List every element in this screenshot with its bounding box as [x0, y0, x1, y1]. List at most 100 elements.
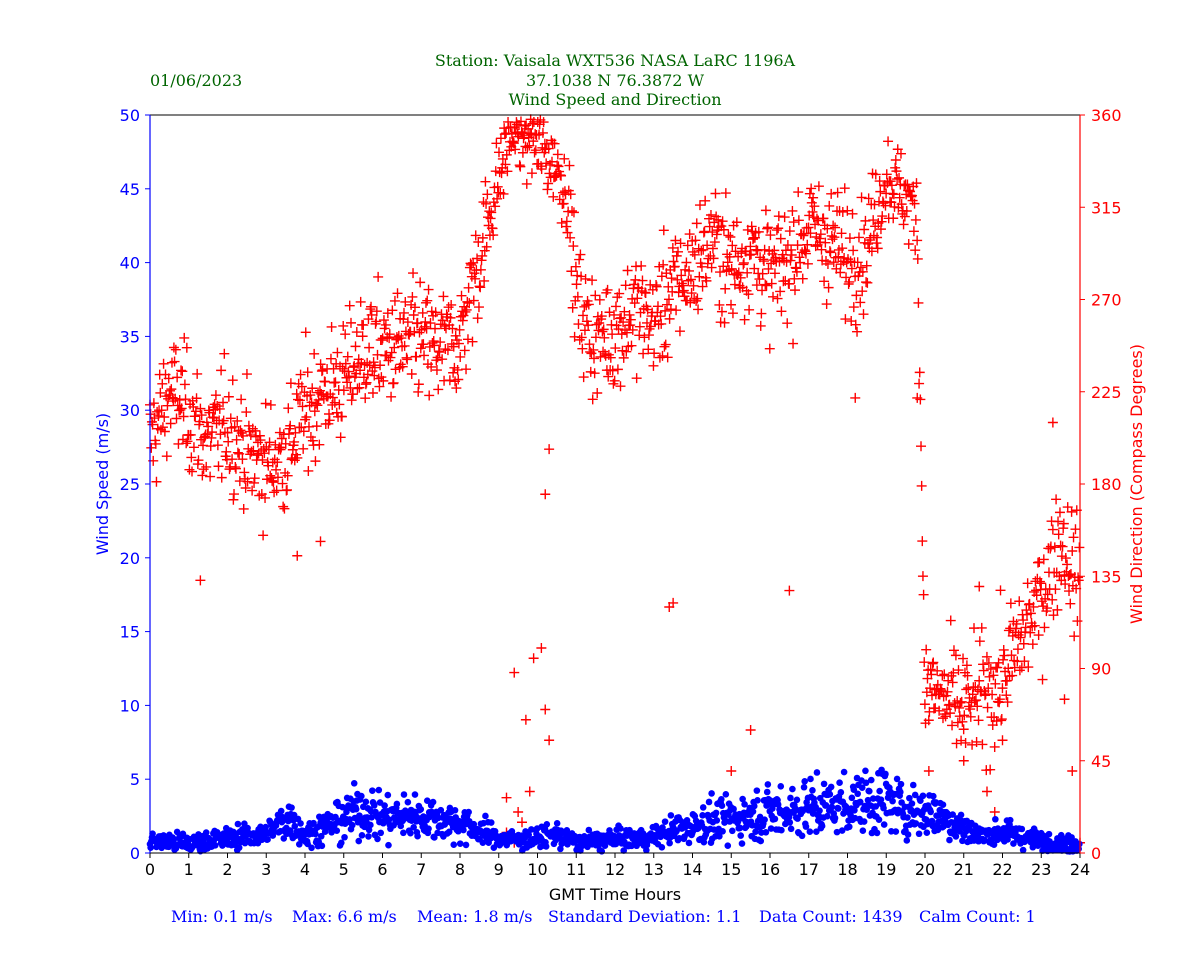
direction-point [427, 338, 438, 349]
direction-point [953, 665, 964, 676]
direction-point [285, 420, 296, 431]
direction-point [559, 153, 570, 164]
direction-point [340, 358, 351, 369]
direction-point [170, 344, 181, 355]
direction-point [1047, 417, 1058, 428]
left-tick-label: 45 [120, 180, 140, 199]
speed-point [850, 786, 858, 793]
direction-point [866, 246, 877, 257]
direction-point [229, 489, 240, 500]
direction-point [389, 342, 400, 353]
direction-point [615, 381, 626, 392]
x-tick-label: 2 [222, 860, 232, 879]
direction-point [689, 249, 700, 260]
direction-point [310, 456, 321, 467]
direction-point [197, 470, 208, 481]
direction-point [568, 207, 579, 218]
direction-point [813, 181, 824, 192]
direction-point [682, 240, 693, 251]
direction-point [952, 717, 963, 728]
direction-point [280, 467, 291, 478]
direction-point [301, 412, 312, 422]
x-tick-label: 10 [527, 860, 547, 879]
direction-point [430, 323, 441, 334]
direction-point [837, 243, 848, 254]
direction-point [632, 293, 643, 304]
direction-point [743, 289, 754, 300]
chart-title: Wind Speed and Direction [508, 90, 721, 109]
speed-point [712, 809, 720, 817]
speed-point [837, 788, 845, 796]
direction-point [525, 128, 536, 139]
direction-point [745, 725, 756, 735]
speed-point [840, 768, 848, 776]
direction-point [629, 298, 640, 309]
direction-point [837, 206, 848, 217]
direction-point [577, 343, 588, 354]
speed-point [848, 794, 856, 802]
speed-point [777, 783, 785, 790]
direction-point [616, 312, 627, 323]
direction-point [651, 281, 662, 292]
direction-point [800, 248, 811, 259]
direction-point [988, 670, 999, 681]
direction-point [848, 245, 859, 256]
direction-point [265, 470, 276, 481]
direction-point [1066, 506, 1077, 517]
direction-point [375, 360, 386, 371]
x-tick-label: 23 [1031, 860, 1051, 879]
direction-point [669, 261, 680, 272]
direction-point [456, 290, 467, 301]
direction-point [855, 262, 866, 273]
right-tick-label: 45 [1091, 752, 1111, 771]
direction-point [861, 260, 872, 271]
direction-point [166, 357, 177, 368]
direction-point [1003, 625, 1014, 636]
direction-point [181, 342, 192, 353]
speed-point [404, 798, 412, 806]
direction-point [848, 302, 859, 313]
speed-point [429, 798, 437, 806]
direction-point [517, 817, 527, 828]
speed-point [358, 832, 366, 839]
speed-point [719, 828, 726, 835]
direction-point [300, 327, 311, 338]
speed-point [479, 839, 487, 847]
direction-point [877, 211, 888, 222]
direction-point [538, 117, 549, 128]
direction-point [912, 235, 923, 246]
direction-point [191, 393, 202, 404]
speed-point [525, 831, 533, 839]
direction-point [579, 325, 590, 336]
x-tick-label: 7 [416, 860, 426, 879]
direction-point [392, 288, 403, 299]
direction-point [793, 187, 804, 198]
direction-point [169, 356, 180, 367]
direction-point [540, 489, 551, 500]
speed-point [234, 820, 242, 828]
direction-point [588, 344, 599, 355]
direction-point [549, 138, 560, 149]
direction-point [571, 279, 582, 290]
direction-point [260, 398, 271, 409]
direction-point [836, 228, 847, 239]
direction-point [714, 299, 725, 310]
direction-point [509, 667, 520, 678]
speed-point [880, 821, 888, 828]
direction-point [208, 412, 219, 423]
direction-point [965, 711, 976, 722]
x-tick-label: 18 [837, 860, 857, 879]
direction-point [378, 375, 389, 386]
direction-point [797, 273, 808, 284]
direction-point [292, 394, 303, 405]
speed-point [377, 829, 385, 837]
direction-point [671, 250, 682, 261]
speed-point [824, 812, 831, 820]
direction-point [751, 280, 762, 291]
direction-point [223, 391, 234, 402]
direction-point [462, 296, 473, 307]
direction-point [528, 653, 539, 664]
direction-point [694, 200, 705, 211]
direction-point [556, 170, 567, 181]
direction-point [844, 276, 855, 287]
